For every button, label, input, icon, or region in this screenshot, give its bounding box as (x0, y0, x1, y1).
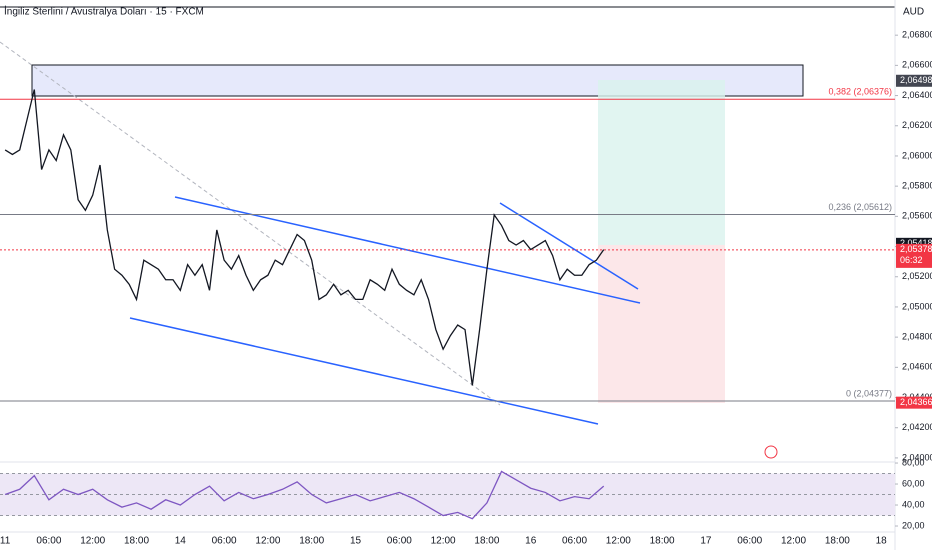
chart-title: İngiliz Sterlini / Avustralya Doları · 1… (4, 5, 204, 18)
y-tick-label: 2,05200 (902, 271, 932, 281)
y-tick-label: 2,06400 (902, 90, 932, 100)
x-tick-label: 12:00 (606, 536, 631, 547)
x-tick-label: 15 (350, 536, 362, 547)
x-tick-label: 06:00 (212, 536, 237, 547)
x-tick-label: 18:00 (474, 536, 499, 547)
x-tick-label: 18:00 (124, 536, 149, 547)
x-tick-label: 16 (525, 536, 537, 547)
currency-label: AUD (903, 7, 924, 18)
y-tick-label: 2,04000 (902, 452, 932, 462)
x-tick-label: 06:00 (737, 536, 762, 547)
x-tick-label: 17 (700, 536, 712, 547)
fib-label: 0 (2,04377) (846, 388, 892, 398)
rsi-line (4, 470, 605, 520)
y-tick-label: 2,05800 (902, 181, 932, 191)
x-tick-label: 06:00 (562, 536, 587, 547)
x-tick-label: 12:00 (255, 536, 280, 547)
y-tick-label: 2,05600 (902, 211, 932, 221)
price-label-box (896, 396, 932, 409)
stop-zone (598, 245, 725, 403)
channel-line (129, 317, 599, 425)
x-tick-label: 12:00 (80, 536, 105, 547)
y-tick-label: 2,06200 (902, 120, 932, 130)
x-tick-label: 18:00 (650, 536, 675, 547)
price-label: 2,04366 (900, 397, 932, 407)
fib-label: 0,236 (2,05612) (828, 202, 892, 212)
price-label: 2,06498 (900, 75, 932, 85)
x-tick-label: 14 (175, 536, 187, 547)
event-icon[interactable] (764, 445, 778, 459)
y-tick-label: 2,04800 (902, 332, 932, 342)
price-label: 2,05418 (900, 238, 932, 248)
y-tick-label: 60,00 (902, 478, 925, 488)
x-tick-label: 18:00 (299, 536, 324, 547)
y-tick-label: 2,06000 (902, 150, 932, 160)
y-tick-label: 40,00 (902, 499, 925, 509)
x-tick-label: 12:00 (431, 536, 456, 547)
x-tick-label: 18 (876, 536, 888, 547)
x-tick-label: 06:00 (36, 536, 61, 547)
x-tick-label: 11 (0, 536, 11, 547)
fib-label: 0,382 (2,06376) (828, 87, 892, 97)
target-zone (598, 80, 725, 245)
y-tick-label: 2,04600 (902, 362, 932, 372)
x-tick-label: 12:00 (781, 536, 806, 547)
y-tick-label: 2,06800 (902, 30, 932, 40)
x-tick-label: 06:00 (387, 536, 412, 547)
x-tick-label: 18:00 (825, 536, 850, 547)
price-line-series (4, 89, 605, 386)
price-label: 2,05378 (900, 244, 932, 254)
price-label-box (896, 74, 932, 87)
y-tick-label: 20,00 (902, 520, 925, 530)
y-tick-label: 80,00 (902, 457, 925, 467)
y-tick-label: 2,06600 (902, 60, 932, 70)
price-label-box (896, 243, 932, 268)
y-tick-label: 2,05000 (902, 301, 932, 311)
wedge-line (499, 202, 639, 290)
countdown: 06:32 (900, 255, 923, 265)
trend-line (0, 41, 501, 406)
y-tick-label: 2,04200 (902, 422, 932, 432)
